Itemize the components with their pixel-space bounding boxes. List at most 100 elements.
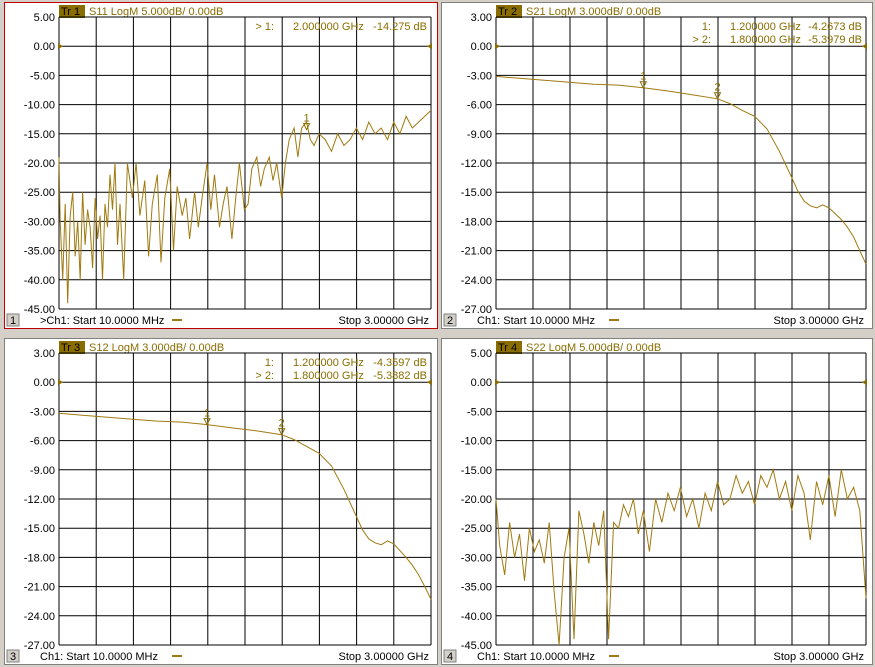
footer-start: >Ch1: Start 10.0000 MHz: [40, 315, 164, 327]
channel-number-box: [443, 313, 457, 327]
y-tick-label: -15.00: [461, 187, 492, 199]
marker-number: 1: [304, 113, 310, 125]
trace-title: S11 LogM 5.000dB/ 0.00dB: [89, 6, 223, 18]
trace-title: S12 LogM 3.000dB/ 0.00dB: [89, 342, 224, 354]
y-tick-label: 3.00: [471, 12, 492, 24]
marker-readout-value: -4.2673 dB: [808, 21, 862, 33]
plot-grid: [495, 352, 867, 646]
y-tick-label: -30.00: [24, 216, 55, 228]
chart-panel-2[interactable]: Tr 2 S21 LogM 3.000dB/ 0.00dB 3.00 0.00 -3.0…: [441, 2, 873, 329]
y-tick-label: -20.00: [24, 158, 55, 170]
footer-stop: Stop 3.00000 GHz: [773, 651, 864, 663]
y-tick-label: -24.00: [461, 275, 492, 287]
trace-label[interactable]: Tr 1: [61, 6, 80, 18]
footer-start: Ch1: Start 10.0000 MHz: [477, 651, 595, 663]
channel-number-box: [6, 649, 20, 663]
footer-start: Ch1: Start 10.0000 MHz: [477, 315, 595, 327]
y-tick-label: -3.00: [467, 70, 492, 82]
channel-number-box: [443, 649, 457, 663]
y-tick-label: -27.00: [24, 640, 55, 652]
y-tick-label: -25.00: [24, 187, 55, 199]
trace-title: S22 LogM 5.000dB/ 0.00dB: [526, 342, 661, 354]
trace-label-box: [496, 5, 522, 18]
ref-level-arrow-left: [58, 379, 63, 386]
y-tick-label: -25.00: [461, 523, 492, 535]
y-tick-label: -3.00: [30, 406, 55, 418]
y-tick-label: -21.00: [24, 582, 55, 594]
trace-label[interactable]: Tr 2: [498, 6, 517, 18]
trace-line: [58, 110, 432, 304]
y-tick-label: -12.00: [24, 494, 55, 506]
chart-svg-3: Tr 3 S12 LogM 3.000dB/ 0.00dB 3.00 0.00 -3.0…: [6, 341, 432, 663]
ref-level-arrow-right: [862, 43, 867, 50]
y-tick-label: -35.00: [461, 582, 492, 594]
y-tick-label: -40.00: [24, 275, 55, 287]
marker-triangle: [302, 123, 311, 131]
marker-readout-index: > 1:: [255, 21, 274, 33]
trace-line: [495, 467, 867, 646]
footer-start: Ch1: Start 10.0000 MHz: [40, 651, 158, 663]
footer-stop: Stop 3.00000 GHz: [338, 651, 429, 663]
y-tick-label: -21.00: [461, 246, 492, 258]
trace-line: [495, 75, 867, 265]
y-tick-label: -10.00: [24, 100, 55, 112]
channel-number[interactable]: 1: [10, 315, 16, 327]
chart-panel-4[interactable]: Tr 4 S22 LogM 5.000dB/ 0.00dB 5.00 0.00 -5.0…: [441, 338, 873, 665]
plot-grid: [58, 352, 432, 646]
plot-grid: [58, 16, 432, 310]
y-tick-label: 3.00: [34, 348, 55, 360]
marker-readout-value: -4.3597 dB: [373, 357, 427, 369]
marker-readout-index: 1:: [702, 21, 711, 33]
marker-readout-frequency: 1.800000 GHz: [730, 34, 801, 46]
y-tick-label: -5.00: [30, 70, 55, 82]
marker-readout-frequency: 1.200000 GHz: [730, 21, 801, 33]
marker-readout-frequency: 2.000000 GHz: [293, 21, 364, 33]
y-tick-label: 0.00: [34, 377, 55, 389]
chart-svg-2: Tr 2 S21 LogM 3.000dB/ 0.00dB 3.00 0.00 -3.0…: [443, 5, 867, 327]
ref-level-arrow-right: [427, 43, 432, 50]
footer-stop: Stop 3.00000 GHz: [773, 315, 864, 327]
channel-number[interactable]: 2: [447, 315, 453, 327]
y-tick-label: -24.00: [24, 611, 55, 623]
y-tick-label: -12.00: [461, 158, 492, 170]
trace-label[interactable]: Tr 4: [498, 342, 517, 354]
chart-svg-1: Tr 1 S11 LogM 5.000dB/ 0.00dB 5.00 0.00 -5.0…: [6, 5, 432, 327]
ref-level-arrow-left: [495, 379, 500, 386]
marker-readout-value: -14.275 dB: [373, 21, 427, 33]
marker-number: 2: [714, 82, 720, 94]
marker-readout-value: -5.3979 dB: [808, 34, 862, 46]
channel-number[interactable]: 3: [10, 651, 16, 663]
y-tick-label: -35.00: [24, 246, 55, 258]
trace-label-box: [496, 341, 522, 354]
y-tick-label: -9.00: [467, 129, 492, 141]
y-tick-label: -40.00: [461, 611, 492, 623]
y-tick-label: -10.00: [461, 436, 492, 448]
marker-triangle: [277, 428, 286, 436]
y-tick-label: 0.00: [34, 41, 55, 53]
trace-title: S21 LogM 3.000dB/ 0.00dB: [526, 6, 661, 18]
y-tick-label: 5.00: [34, 12, 55, 24]
marker-triangle: [639, 81, 648, 89]
channel-number[interactable]: 4: [447, 651, 453, 663]
y-tick-label: -15.00: [24, 523, 55, 535]
y-tick-label: 5.00: [471, 348, 492, 360]
ref-level-arrow-left: [58, 43, 63, 50]
trace-label-box: [59, 341, 85, 354]
y-tick-label: -6.00: [30, 436, 55, 448]
y-tick-label: -45.00: [24, 304, 55, 316]
chart-svg-4: Tr 4 S22 LogM 5.000dB/ 0.00dB 5.00 0.00 -5.0…: [443, 341, 867, 663]
trace-label[interactable]: Tr 3: [61, 342, 80, 354]
marker-triangle: [203, 418, 211, 426]
y-tick-label: -18.00: [461, 216, 492, 228]
y-tick-label: 0.00: [471, 377, 492, 389]
marker-readout-index: > 2:: [692, 34, 711, 46]
y-tick-label: -5.00: [467, 406, 492, 418]
marker-readout-index: 1:: [265, 357, 274, 369]
y-tick-label: 0.00: [471, 41, 492, 53]
marker-number: 1: [204, 408, 210, 420]
y-tick-label: -30.00: [461, 552, 492, 564]
chart-panel-3[interactable]: Tr 3 S12 LogM 3.000dB/ 0.00dB 3.00 0.00 -3.0…: [4, 338, 438, 665]
trace-label-box: [59, 5, 85, 18]
chart-panel-1[interactable]: Tr 1 S11 LogM 5.000dB/ 0.00dB 5.00 0.00 -5.0…: [4, 2, 438, 329]
ref-level-arrow-right: [862, 379, 867, 386]
